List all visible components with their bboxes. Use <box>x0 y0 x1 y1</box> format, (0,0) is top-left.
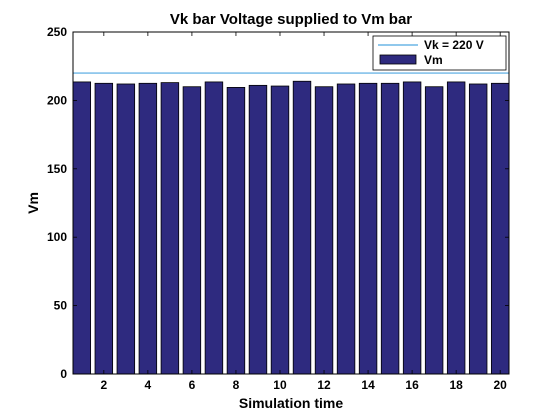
y-tick-label: 200 <box>47 93 67 107</box>
x-tick-label: 10 <box>273 378 287 392</box>
y-tick-label: 100 <box>47 230 67 244</box>
bar <box>468 83 488 375</box>
x-tick-label: 12 <box>317 378 331 392</box>
y-tick-label: 50 <box>54 299 68 313</box>
bar <box>116 83 136 375</box>
legend-label-vm: Vm <box>424 53 443 67</box>
x-tick-label: 8 <box>233 378 240 392</box>
x-tick-label: 2 <box>100 378 107 392</box>
bar <box>204 81 224 375</box>
bar <box>94 82 114 375</box>
plot-frame <box>72 31 510 375</box>
y-tick-label: 150 <box>47 162 67 176</box>
bar <box>490 82 510 375</box>
bar <box>402 81 422 375</box>
bar <box>336 83 356 375</box>
plot-area <box>73 32 509 374</box>
x-tick-label: 18 <box>449 378 463 392</box>
legend-label-vk: Vk = 220 V <box>424 38 484 52</box>
bar <box>314 86 334 375</box>
bar <box>358 82 378 375</box>
x-tick-label: 16 <box>405 378 419 392</box>
x-tick-label: 20 <box>494 378 508 392</box>
y-tick-label: 250 <box>47 25 67 39</box>
bar <box>226 87 246 375</box>
chart-title: Vk bar Voltage supplied to Vm bar <box>170 11 412 28</box>
bar <box>182 86 202 375</box>
x-ticks: 2 4 6 8 10 12 14 16 18 20 <box>100 32 507 392</box>
x-axis-label: Simulation time <box>239 395 343 411</box>
bar <box>380 82 400 375</box>
bar <box>72 81 92 375</box>
x-tick-label: 14 <box>361 378 375 392</box>
bar <box>248 84 268 375</box>
legend: Vk = 220 V Vm <box>372 35 507 71</box>
bar <box>446 81 466 375</box>
y-axis-label: Vm <box>25 192 41 214</box>
bar <box>292 80 312 375</box>
bar <box>160 82 180 375</box>
bar <box>138 82 158 375</box>
bars <box>72 80 510 375</box>
y-ticks: 0 50 100 150 200 250 <box>47 25 509 381</box>
legend-bar-swatch <box>379 54 417 65</box>
x-tick-label: 6 <box>189 378 196 392</box>
y-tick-label: 0 <box>60 367 67 381</box>
x-tick-label: 4 <box>145 378 152 392</box>
bar <box>270 85 290 375</box>
bar <box>424 86 444 375</box>
